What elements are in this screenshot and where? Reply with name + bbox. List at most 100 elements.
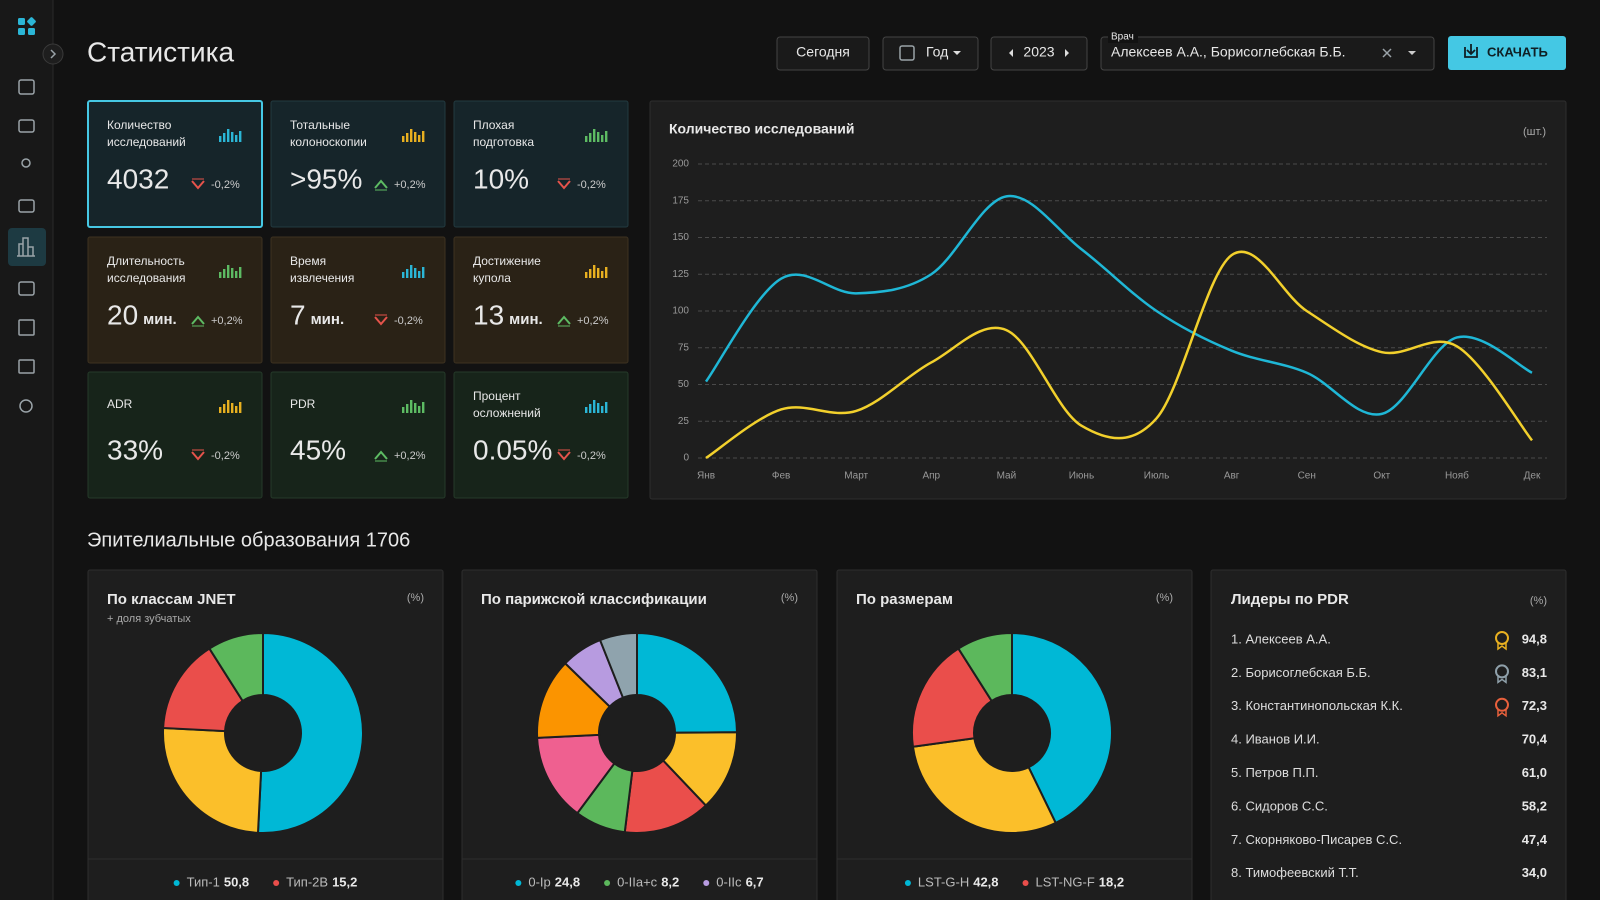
- kpi-unit: мин.: [311, 311, 345, 328]
- donut-slice: [256, 631, 364, 834]
- download-button[interactable]: СКАЧАТЬ: [1448, 36, 1566, 70]
- legend-label: 0-Ip: [528, 874, 550, 889]
- download-label: СКАЧАТЬ: [1487, 44, 1548, 59]
- kpi-icon-bar: [597, 403, 600, 413]
- nav-statistics[interactable]: [17, 237, 35, 257]
- leaders-card: [1210, 569, 1567, 900]
- kpi-change: -0,2%: [211, 450, 240, 462]
- nav-video[interactable]: [18, 199, 35, 213]
- nav-kit[interactable]: [18, 281, 35, 296]
- kpi-card: [87, 236, 263, 364]
- y-tick-label: 75: [678, 342, 690, 353]
- kpi-title: исследований: [107, 135, 186, 149]
- legend-label: LST-NG-F: [1036, 874, 1095, 889]
- kpi-value: 13: [473, 299, 504, 330]
- kpi-icon-bar: [589, 133, 592, 142]
- kpi-title: PDR: [290, 397, 316, 411]
- y-tick-label: 0: [683, 453, 689, 464]
- kpi-title: Длительность: [107, 254, 185, 268]
- nav-folder[interactable]: [18, 119, 35, 133]
- card-unit: (%): [1156, 592, 1173, 604]
- leader-name: 4. Иванов И.И.: [1231, 732, 1320, 747]
- doctor-field-value: Алексеев А.А., Борисоглебская Б.Б.: [1111, 44, 1346, 60]
- year-select[interactable]: 2023: [990, 36, 1088, 71]
- leader-name: 8. Тимофеевский Т.Т.: [1231, 865, 1359, 880]
- kpi-icon-bar: [239, 267, 242, 278]
- x-tick-label: Нояб: [1445, 470, 1469, 482]
- y-tick-label: 150: [672, 232, 689, 243]
- kpi-icon-bar: [597, 132, 600, 142]
- legend-swatch: [604, 880, 611, 886]
- legend-value: 24,8: [555, 874, 580, 889]
- kpi-trend-arrow: [191, 180, 205, 190]
- nav-icons: [8, 79, 46, 413]
- today-button[interactable]: Сегодня: [776, 36, 870, 71]
- legend-label: 0-IIc: [716, 874, 742, 889]
- kpi-title: Плохая: [473, 118, 514, 132]
- nav-settings[interactable]: [19, 399, 33, 413]
- today-label: Сегодня: [796, 44, 850, 60]
- donut-slice: [911, 647, 994, 748]
- kpi-icon-bar: [418, 406, 421, 413]
- donut-slice: [208, 631, 264, 703]
- kpi-icon-bar: [235, 271, 238, 278]
- kpi-change: +0,2%: [394, 179, 426, 191]
- kpi-icon-bar: [601, 406, 604, 413]
- kpi-icon-bar: [597, 268, 600, 278]
- legend-swatch: [273, 880, 280, 886]
- kpi-title: Достижение: [473, 254, 541, 268]
- x-tick-label: Фев: [772, 471, 790, 482]
- kpi-change: +0,2%: [577, 315, 609, 327]
- year-label: 2023: [1023, 44, 1054, 60]
- kpi-title: исследования: [107, 271, 186, 285]
- x-tick-label: Июль: [1144, 471, 1170, 482]
- kpi-icon-bar: [422, 131, 425, 142]
- nav-calendar[interactable]: [18, 79, 35, 95]
- kpi-card: [270, 236, 446, 364]
- nav-patients[interactable]: [21, 158, 31, 168]
- medal-icon: [1495, 631, 1509, 645]
- donut-slice: [162, 726, 263, 834]
- kpi-icon-bar: [418, 271, 421, 278]
- kpi-title: Тотальные: [290, 118, 350, 132]
- leader-value: 34,0: [1522, 865, 1547, 880]
- kpi-value: 33%: [107, 434, 163, 465]
- leader-value: 61,0: [1522, 765, 1547, 780]
- doctor-field[interactable]: Врач Алексеев А.А., Борисоглебская Б.Б.: [1100, 31, 1435, 71]
- kpi-icon-bar: [223, 404, 226, 413]
- period-select[interactable]: Год: [882, 36, 979, 71]
- legend-value: 8,2: [661, 874, 679, 889]
- kpi-icon-bar: [235, 406, 238, 413]
- kpi-icon-bar: [585, 407, 588, 413]
- kpi-title: ADR: [107, 397, 133, 411]
- kpi-icon-bar: [227, 129, 230, 142]
- kpi-trend-arrow: [557, 180, 571, 190]
- kpi-title: Количество: [107, 118, 172, 132]
- kpi-icon-bar: [406, 404, 409, 413]
- nav-active-bg: [8, 228, 46, 266]
- medal-ribbon: [1497, 709, 1507, 718]
- legend-swatch: [173, 880, 180, 886]
- kpi-icon-bar: [593, 265, 596, 278]
- sidebar-toggle[interactable]: [42, 43, 64, 65]
- kpi-card: [87, 100, 263, 228]
- medal-icon: [1495, 664, 1509, 679]
- kpi-trend-arrow: [374, 179, 388, 189]
- x-tick-label: Дек: [1524, 471, 1541, 482]
- kpi-value: 7: [290, 299, 306, 330]
- kpi-icon-bar: [219, 136, 222, 142]
- nav-building[interactable]: [18, 319, 35, 336]
- leader-value: 47,4: [1522, 832, 1548, 847]
- leader-name: 2. Борисоглебская Б.Б.: [1231, 665, 1371, 680]
- x-tick-label: Май: [997, 471, 1017, 482]
- kpi-title: купола: [473, 271, 511, 285]
- legend-value: 42,8: [973, 874, 998, 889]
- nav-structure[interactable]: [18, 359, 35, 374]
- x-tick-label: Июнь: [1069, 471, 1094, 482]
- kpi-value: 4032: [107, 163, 169, 194]
- donut-slice: [911, 737, 1058, 834]
- kpi-card: [87, 371, 263, 499]
- legend-swatch: [515, 880, 522, 886]
- legend-swatch: [904, 880, 911, 886]
